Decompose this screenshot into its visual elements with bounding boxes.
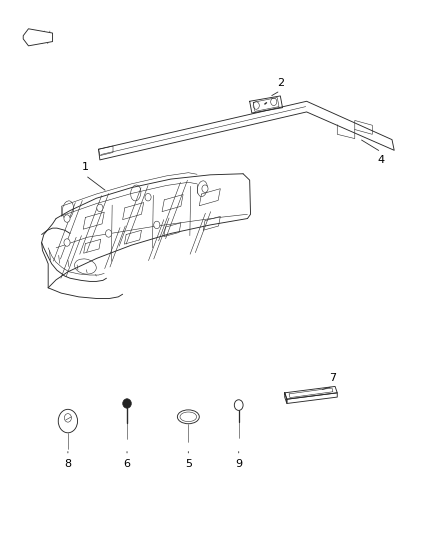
Ellipse shape — [123, 399, 131, 408]
Text: 8: 8 — [64, 459, 71, 469]
Circle shape — [64, 239, 70, 246]
Text: 2: 2 — [277, 78, 284, 87]
Text: 9: 9 — [235, 459, 242, 469]
Circle shape — [64, 215, 70, 222]
Circle shape — [154, 221, 160, 229]
Text: 6: 6 — [124, 459, 131, 469]
Text: 7: 7 — [329, 374, 336, 383]
Polygon shape — [23, 29, 53, 46]
Circle shape — [106, 230, 112, 237]
Circle shape — [145, 193, 151, 201]
Circle shape — [202, 185, 208, 192]
Text: 5: 5 — [185, 459, 192, 469]
Text: 1: 1 — [82, 163, 89, 172]
Text: 4: 4 — [378, 155, 385, 165]
Circle shape — [234, 400, 243, 410]
Circle shape — [97, 204, 103, 212]
